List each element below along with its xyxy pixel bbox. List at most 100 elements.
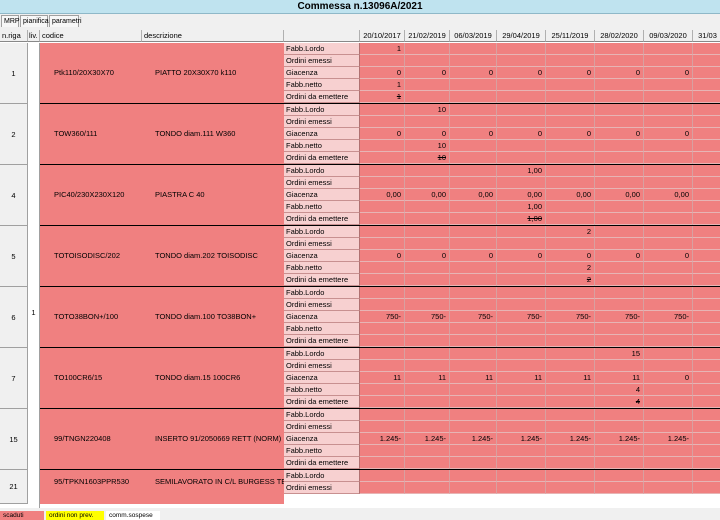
value-cell[interactable] — [546, 409, 595, 421]
value-cell[interactable] — [595, 457, 644, 469]
item-code[interactable]: 99/TNGN220408 — [40, 409, 142, 470]
value-cell[interactable]: 0 — [450, 128, 497, 140]
value-cell[interactable] — [450, 360, 497, 372]
value-cell[interactable] — [450, 323, 497, 335]
value-cell[interactable]: 0 — [546, 128, 595, 140]
value-cell[interactable] — [450, 116, 497, 128]
value-cell[interactable] — [693, 372, 720, 384]
value-cell[interactable] — [360, 152, 405, 164]
value-cell[interactable]: 0 — [546, 250, 595, 262]
item-code[interactable]: Ptk110/20X30X70 — [40, 43, 142, 104]
value-cell[interactable] — [360, 384, 405, 396]
value-cell[interactable] — [405, 177, 450, 189]
table-row[interactable]: 7 TO100CR6/15 TONDO diam.15 100CR6 Fabb.Lor… — [0, 348, 720, 409]
value-cell[interactable] — [497, 79, 546, 91]
value-cell[interactable] — [450, 457, 497, 469]
value-cell[interactable] — [693, 384, 720, 396]
value-cell[interactable] — [450, 43, 497, 55]
value-cell[interactable] — [693, 299, 720, 311]
value-cell[interactable] — [360, 262, 405, 274]
value-cell[interactable] — [360, 348, 405, 360]
value-cell[interactable] — [644, 360, 693, 372]
value-cell[interactable] — [497, 360, 546, 372]
value-cell[interactable] — [693, 421, 720, 433]
value-cell[interactable] — [546, 421, 595, 433]
table-row[interactable]: 15 99/TNGN220408 INSERTO 91/2050669 RETT (… — [0, 409, 720, 470]
value-cell[interactable]: 0,00 — [360, 189, 405, 201]
value-cell[interactable]: 11 — [450, 372, 497, 384]
value-cell[interactable]: 1,00 — [497, 201, 546, 213]
value-cell[interactable] — [497, 116, 546, 128]
value-cell[interactable] — [644, 226, 693, 238]
value-cell[interactable] — [360, 445, 405, 457]
value-cell[interactable] — [644, 396, 693, 408]
value-cell[interactable] — [693, 152, 720, 164]
value-cell[interactable]: 11 — [546, 372, 595, 384]
value-cell[interactable]: 0,00 — [497, 189, 546, 201]
value-cell[interactable] — [693, 165, 720, 177]
value-cell[interactable] — [644, 55, 693, 67]
value-cell[interactable] — [644, 335, 693, 347]
value-cell[interactable]: 1.245- — [497, 433, 546, 445]
value-cell[interactable] — [497, 457, 546, 469]
item-description[interactable]: TONDO diam.100 TO38BON+ — [142, 287, 284, 348]
value-cell[interactable] — [644, 116, 693, 128]
value-cell[interactable]: 1.245- — [595, 433, 644, 445]
value-cell[interactable] — [497, 348, 546, 360]
value-cell[interactable] — [450, 79, 497, 91]
table-row[interactable]: 21 95/TPKN1603PPR530 SEMILAVORATO IN C/L B… — [0, 470, 720, 504]
value-cell[interactable] — [360, 457, 405, 469]
value-cell[interactable] — [546, 238, 595, 250]
value-cell[interactable]: 0 — [497, 128, 546, 140]
value-cell[interactable] — [497, 55, 546, 67]
value-cell[interactable] — [546, 104, 595, 116]
value-cell[interactable] — [693, 348, 720, 360]
value-cell[interactable] — [546, 152, 595, 164]
value-cell[interactable] — [644, 91, 693, 103]
value-cell[interactable]: 15 — [595, 348, 644, 360]
value-cell[interactable] — [450, 348, 497, 360]
value-cell[interactable] — [595, 323, 644, 335]
value-cell[interactable] — [693, 470, 720, 482]
value-cell[interactable] — [546, 323, 595, 335]
value-cell[interactable]: 750- — [546, 311, 595, 323]
value-cell[interactable] — [546, 79, 595, 91]
value-cell[interactable] — [405, 238, 450, 250]
value-cell[interactable] — [450, 55, 497, 67]
value-cell[interactable] — [405, 226, 450, 238]
table-row[interactable]: 4 PIC40/230X230X120 PIASTRA C 40 Fabb.Lordo… — [0, 165, 720, 226]
value-cell[interactable] — [360, 104, 405, 116]
value-cell[interactable] — [405, 262, 450, 274]
value-cell[interactable] — [546, 177, 595, 189]
value-cell[interactable] — [360, 165, 405, 177]
value-cell[interactable] — [360, 116, 405, 128]
col-header-date[interactable]: 29/04/2019 — [497, 30, 546, 42]
value-cell[interactable] — [360, 323, 405, 335]
value-cell[interactable] — [497, 396, 546, 408]
value-cell[interactable] — [595, 238, 644, 250]
table-row[interactable]: 2 TOW360/111 TONDO diam.111 W360 Fabb.Lordo… — [0, 104, 720, 165]
item-code[interactable]: 95/TPKN1603PPR530 — [40, 470, 142, 504]
col-header-date[interactable]: 06/03/2019 — [450, 30, 497, 42]
value-cell[interactable]: 0 — [546, 67, 595, 79]
value-cell[interactable] — [693, 323, 720, 335]
value-cell[interactable]: 1 — [360, 43, 405, 55]
value-cell[interactable] — [595, 470, 644, 482]
value-cell[interactable] — [595, 226, 644, 238]
col-header-date[interactable]: 25/11/2019 — [546, 30, 595, 42]
value-cell[interactable] — [450, 165, 497, 177]
value-cell[interactable]: 1 — [360, 91, 405, 103]
tab-mrp[interactable]: MRP — [1, 15, 20, 27]
value-cell[interactable] — [546, 165, 595, 177]
value-cell[interactable] — [405, 470, 450, 482]
value-cell[interactable]: 10 — [405, 140, 450, 152]
col-header-date[interactable]: 20/10/2017 — [360, 30, 405, 42]
table-row[interactable]: 5 TOTOISODISC/202 TONDO diam.202 TOISODISC… — [0, 226, 720, 287]
value-cell[interactable] — [595, 104, 644, 116]
value-cell[interactable] — [644, 287, 693, 299]
value-cell[interactable] — [644, 299, 693, 311]
item-description[interactable]: TONDO diam.15 100CR6 — [142, 348, 284, 409]
value-cell[interactable] — [450, 177, 497, 189]
value-cell[interactable] — [546, 116, 595, 128]
col-header-liv[interactable]: liv. — [28, 30, 40, 42]
